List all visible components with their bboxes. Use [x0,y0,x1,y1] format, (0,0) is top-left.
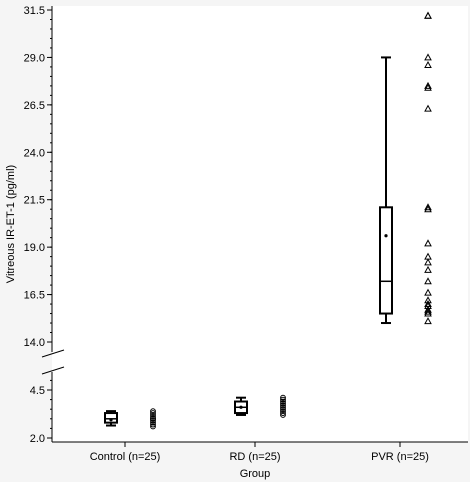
triangle-point [424,81,432,89]
y-tick-label: 21.5 [24,195,45,207]
circle-point [150,423,156,430]
y-tick-label: 16.5 [24,290,45,302]
y-tick-label: 26.5 [24,100,45,112]
circle-point [150,408,156,415]
square-point [280,396,286,403]
iqr-box [379,206,393,315]
triangle-point [424,205,432,213]
box-layer [104,56,393,427]
square-point [280,406,286,413]
y-tick-label: 24.0 [24,147,45,159]
box-1 [104,410,118,427]
x-tick-label: RD (n=25) [229,451,280,463]
box-3 [379,56,393,325]
circle-point [150,421,156,428]
triangle-point [424,239,432,247]
square-point [280,408,286,415]
x-axis-title: Group [240,468,271,480]
triangle-point [424,317,432,325]
mean-marker [384,234,388,238]
circle-point [150,410,156,416]
axis-break-mark [41,366,65,375]
x-tick-label: Control (n=25) [90,451,161,463]
y-tick-label: 14.0 [24,337,45,349]
triangle-point [424,104,432,112]
triangle-point [424,60,432,69]
triangle-point [424,203,432,211]
triangle-point [424,288,432,296]
triangle-point [424,307,432,315]
triangle-point [424,83,432,91]
square-point [280,404,286,411]
circle-point [150,419,156,426]
y-tick-label: 4.5 [30,385,45,397]
axis-break-mark [41,349,65,358]
square-point [280,410,286,416]
y-tick-label: 29.0 [24,52,45,64]
triangle-point [424,265,432,273]
circle-point [150,412,156,418]
y-tick-label: 19.0 [24,242,45,254]
axis-layer: 2.0 4.5 14.0 16.5 19.0 21.5 24.0 26.5 29.0 31.5 Co… [24,5,468,463]
triangle-point [424,277,432,285]
square-point [280,400,286,407]
mean-marker [109,418,113,422]
square-point [280,402,286,409]
mean-marker [239,405,243,409]
y-axis-title: Vitreous IR-ET-1 (pg/ml) [5,165,17,283]
triangle-point [424,11,432,19]
triangle-point [424,309,432,317]
circle-point [150,413,156,420]
y-tick-label: 31.5 [24,5,45,17]
circle-point [150,417,156,424]
square-point [280,394,286,401]
y-tick-label: 2.0 [30,433,45,445]
x-tick-label: PVR (n=25) [371,451,429,463]
plot-area [52,6,468,442]
triangle-point [424,53,432,61]
point-layer [150,11,432,430]
triangle-point [424,258,432,266]
box-2 [234,396,248,416]
iqr-box [104,412,118,424]
triangle-point [424,305,432,313]
square-point [280,398,286,405]
square-point [280,412,286,418]
circle-point [150,415,156,422]
